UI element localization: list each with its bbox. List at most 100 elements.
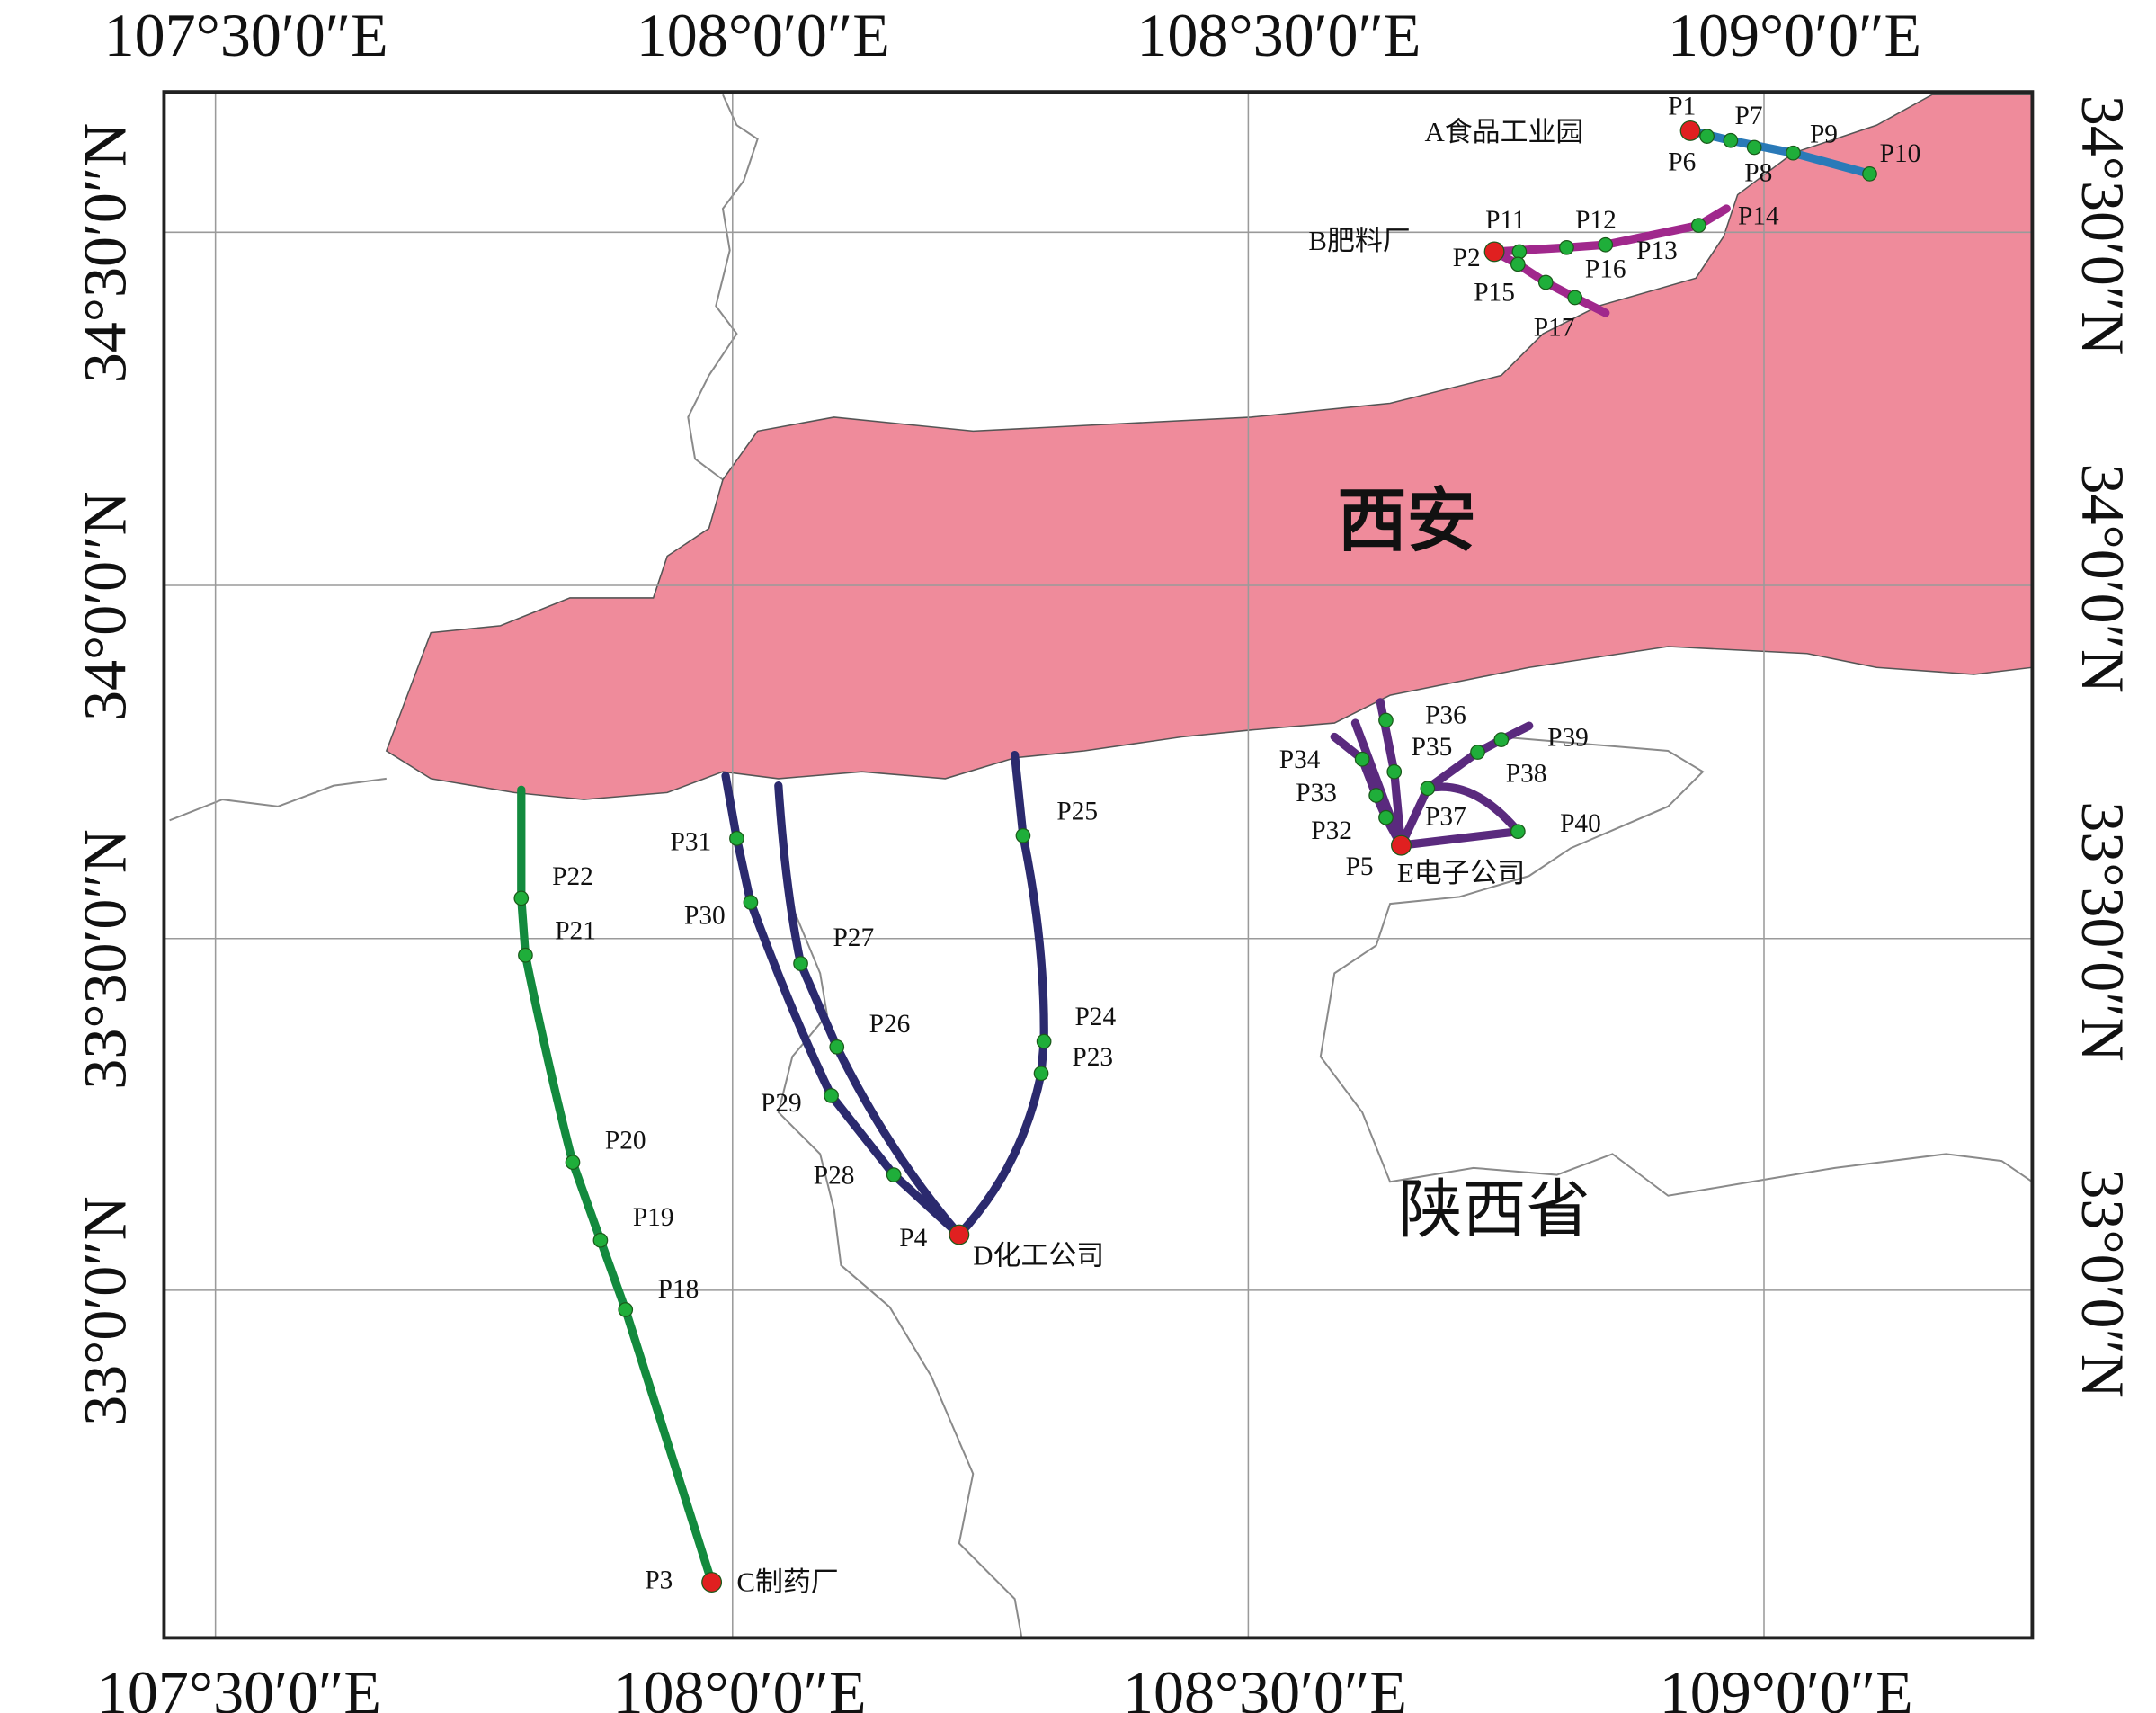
site-label: B肥料厂 <box>1308 225 1410 256</box>
route-point <box>886 1167 902 1182</box>
route-point <box>1598 236 1614 253</box>
right-axis-label: 33°0′0″N <box>2069 1168 2137 1398</box>
route-point <box>1537 274 1554 290</box>
left-axis-label: 33°0′0″N <box>70 1196 138 1426</box>
axes: 107°30′0″E 108°0′0″E 108°30′0″E 109°0′0″E 10… <box>70 1 2137 1713</box>
point-label: P36 <box>1425 701 1466 730</box>
bottom-axis-label: 107°30′0″E <box>97 1658 381 1713</box>
point-label: P24 <box>1074 1003 1116 1031</box>
site-label: A食品工业园 <box>1424 116 1583 147</box>
point-label: P2 <box>1453 244 1481 272</box>
route-point <box>824 1088 839 1103</box>
right-axis-label: 33°30′0″N <box>2069 801 2137 1062</box>
point-label: P39 <box>1547 723 1589 752</box>
point-label: P19 <box>633 1203 674 1232</box>
point-label: P12 <box>1575 206 1617 235</box>
point-label: P20 <box>605 1127 646 1155</box>
point-label: P4 <box>899 1224 927 1253</box>
route-point <box>829 1039 845 1055</box>
route-point <box>1510 824 1526 840</box>
bottom-axis-label: 108°30′0″E <box>1123 1658 1407 1713</box>
route-point <box>592 1232 609 1248</box>
point-label: P9 <box>1810 120 1838 148</box>
map-frame <box>162 90 2035 1640</box>
route-point <box>793 956 808 971</box>
route-point <box>1036 1033 1052 1049</box>
route-point <box>743 895 759 910</box>
point-label: P3 <box>645 1566 673 1594</box>
site-label: C制药厂 <box>736 1566 838 1598</box>
point-label: P27 <box>833 923 874 952</box>
route-point <box>618 1302 634 1317</box>
top-axis-label: 108°30′0″E <box>1136 1 1421 69</box>
point-label: P8 <box>1744 159 1772 188</box>
route-point <box>1690 218 1706 233</box>
site-label: D化工公司 <box>973 1239 1104 1271</box>
site-point <box>949 1224 970 1245</box>
point-label: P29 <box>761 1089 802 1118</box>
point-label: P18 <box>658 1275 699 1304</box>
point-label: P6 <box>1668 147 1696 176</box>
borders <box>169 94 2033 1638</box>
route-point <box>565 1155 581 1170</box>
site-point <box>1679 120 1701 141</box>
route-point <box>1699 129 1715 144</box>
point-label: P26 <box>869 1010 911 1039</box>
route-point <box>1746 139 1762 156</box>
site-point <box>1391 834 1412 856</box>
point-label: P34 <box>1279 745 1321 774</box>
route-point <box>1567 290 1583 306</box>
point-label: P13 <box>1636 236 1678 265</box>
point-label: P17 <box>1534 313 1575 342</box>
border <box>687 94 759 481</box>
point-label: P31 <box>671 827 712 856</box>
border <box>1319 736 2033 1197</box>
site-label: E电子公司 <box>1397 857 1526 888</box>
point-label: P10 <box>1880 139 1921 168</box>
province-label: 陕西省 <box>1398 1175 1590 1245</box>
route-point <box>1559 239 1574 255</box>
point-label: P22 <box>552 862 593 891</box>
route <box>721 772 964 1239</box>
border <box>777 785 1023 1638</box>
point-label: P32 <box>1311 816 1352 845</box>
border <box>169 777 387 822</box>
point-label: P38 <box>1506 760 1547 789</box>
right-axis-label: 34°0′0″N <box>2069 463 2137 693</box>
route-point <box>1493 732 1510 747</box>
point-label: P15 <box>1474 279 1515 308</box>
top-axis-label: 107°30′0″E <box>104 1 388 69</box>
points: P1 P2 P3 P4 P5 P6 P7 P8 P9 P10 P11 P12 P13 P14 P15 P16 P… <box>513 92 1921 1598</box>
route-point <box>1378 712 1394 728</box>
point-label: P21 <box>555 916 596 945</box>
route-point <box>1354 751 1370 767</box>
point-label: P35 <box>1412 733 1453 762</box>
point-label: P14 <box>1738 202 1779 231</box>
route-point <box>1378 809 1394 825</box>
route <box>1350 718 1406 850</box>
route-point <box>1470 745 1485 760</box>
left-axis-label: 34°0′0″N <box>70 491 138 721</box>
point-label: P23 <box>1072 1043 1113 1072</box>
xian-region <box>385 94 2034 800</box>
left-axis-label: 33°30′0″N <box>70 829 138 1090</box>
route-point <box>1015 827 1031 843</box>
point-label: P11 <box>1485 206 1526 235</box>
route-point <box>1368 788 1384 803</box>
route-point <box>1511 244 1528 260</box>
point-label: P1 <box>1668 92 1696 120</box>
point-label: P40 <box>1560 809 1601 838</box>
route-point <box>1420 781 1436 797</box>
point-label: P37 <box>1425 802 1466 831</box>
graticule <box>164 92 2033 1638</box>
point-label: P5 <box>1346 852 1374 881</box>
route-point <box>1386 763 1403 780</box>
city-label: 西安 <box>1337 482 1476 559</box>
route-point <box>729 831 744 846</box>
point-label: P33 <box>1296 779 1337 807</box>
route-point <box>513 890 530 906</box>
left-axis-label: 34°30′0″N <box>70 123 138 384</box>
point-label: P30 <box>684 901 726 930</box>
